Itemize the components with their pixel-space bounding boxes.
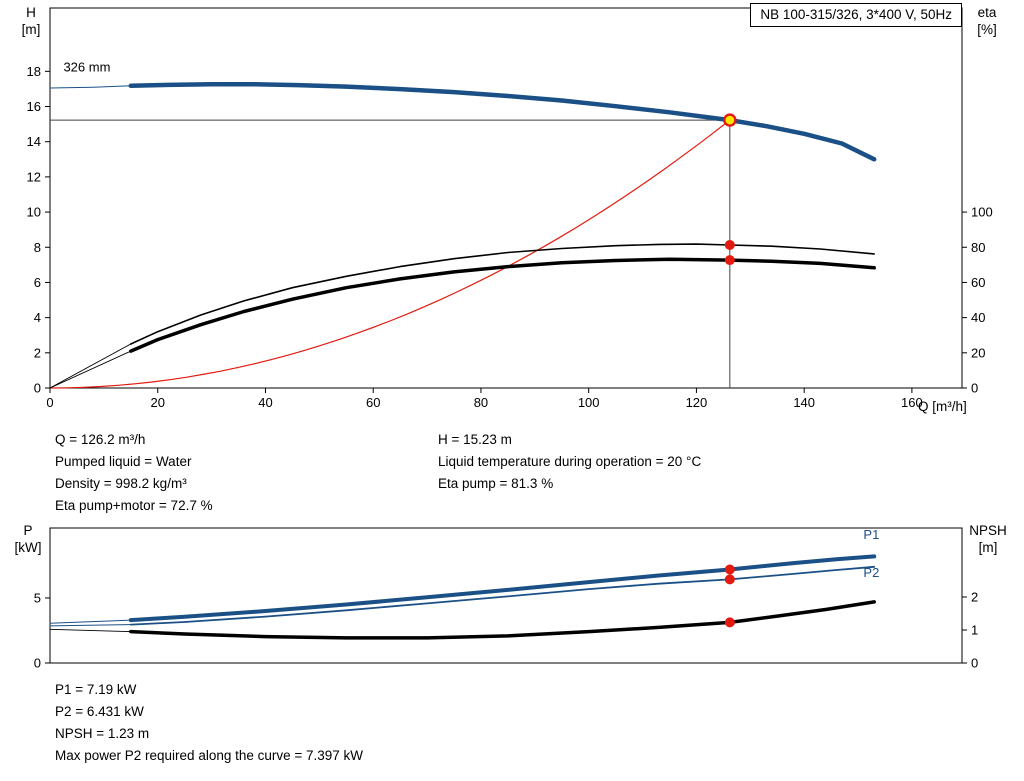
y-left-tick-label: 4 [34,310,41,325]
npsh-curve [129,600,876,640]
info-line-temperature: Liquid temperature during operation = 20… [438,454,702,469]
axis-name: H [26,5,36,20]
curve-label: P2 [863,565,879,580]
x-tick-label: 140 [793,395,815,410]
power-npsh-chart: 0 5 0 1 2 P1 P2 [34,527,978,671]
info-line-eta-pump-motor: Eta pump+motor = 72.7 % [55,498,213,513]
y-left-tick-label: 14 [27,134,41,149]
power-data-block: P1 = 7.19 kW P2 = 6.431 kW NPSH = 1.23 m… [55,679,363,767]
head-curve-leadin [49,85,132,89]
x-tick-label: 80 [474,395,488,410]
axis-unit: [%] [977,22,997,37]
axis-name: eta [977,5,997,20]
y-right-tick-label: 100 [971,205,993,220]
x-tick-label: 40 [258,395,272,410]
y-axis-title-npsh: NPSH [m] [962,522,1014,556]
y-left-tick-label: 0 [34,381,41,396]
y-right-tick-label: 0 [971,381,978,396]
operating-data-left: Q = 126.2 m³/h Pumped liquid = Water Den… [55,429,213,517]
x-tick-label: 0 [46,395,53,410]
y-axis-title-eta: eta [%] [966,4,1008,38]
y-left-tick-label: 5 [34,590,41,605]
y-left-tick-label: 6 [34,275,41,290]
x-tick-label: 100 [578,395,600,410]
y-right-tick-label: 0 [971,656,978,671]
info-line-liquid: Pumped liquid = Water [55,454,192,469]
info-line-density: Density = 998.2 kg/m³ [55,476,187,491]
x-tick-label: 160 [901,395,923,410]
axis-unit: [m] [21,22,41,37]
y-left-tick-label: 18 [27,64,41,79]
eta-pump-leadin [49,343,132,389]
eta-pump-motor-marker [724,255,735,266]
p2-marker [724,574,735,585]
info-line-flow: Q = 126.2 m³/h [55,432,146,447]
y-right-tick-label: 1 [971,622,978,637]
eta-pump-motor-curve [129,257,876,353]
y-left-tick-label: 8 [34,240,41,255]
pump-model-title: NB 100-315/326, 3*400 V, 50Hz [750,3,962,27]
p2-curve [129,565,876,626]
y-left-tick-label: 10 [27,205,41,220]
y-left-tick-label: 12 [27,169,41,184]
y-right-tick-label: 80 [971,240,985,255]
y-right-tick-label: 2 [971,589,978,604]
info-line-npsh: NPSH = 1.23 m [55,726,150,741]
eta-pump-marker [724,239,735,250]
duty-point-marker [723,113,737,127]
y-axis-title-power: P [kW] [8,522,48,556]
eta-pump-motor-leadin [49,350,132,389]
info-line-p1: P1 = 7.19 kW [55,682,137,697]
axis-name: NPSH [969,523,1007,538]
system-curve [49,119,731,389]
y-left-tick-label: 0 [34,656,41,671]
head-efficiency-chart: 0 20 40 60 80 100 120 140 160 0 2 4 6 8 10 12 14 16 18 0 20 4… [27,7,993,410]
plot-border [49,7,963,389]
x-tick-label: 60 [366,395,380,410]
y-left-tick-label: 2 [34,345,41,360]
npsh-leadin [49,628,132,633]
info-line-eta-pump: Eta pump = 81.3 % [438,476,554,491]
y-axis-title-head: H [m] [14,4,48,38]
info-line-p2: P2 = 6.431 kW [55,704,144,719]
eta-pump-curve [130,243,875,345]
curve-label: P1 [863,527,879,542]
npsh-marker [724,617,735,628]
x-tick-label: 120 [686,395,708,410]
operating-data-right: H = 15.23 m Liquid temperature during op… [438,429,701,495]
y-right-tick-label: 20 [971,345,985,360]
info-line-max-p2: Max power P2 required along the curve = … [55,748,364,763]
y-right-tick-label: 60 [971,275,985,290]
info-line-head: H = 15.23 m [438,432,512,447]
x-axis-title-flow: Q [m³/h] [918,399,967,414]
axis-name: P [23,523,33,538]
p1-marker [724,564,735,575]
x-tick-label: 20 [151,395,165,410]
y-right-tick-label: 40 [971,310,985,325]
axis-unit: [m] [978,540,998,555]
p1-curve [128,554,877,623]
curve-label: 326 mm [63,59,110,74]
plot-border [49,527,963,664]
y-left-tick-label: 16 [27,99,41,114]
p2-leadin [49,624,132,627]
p1-leadin [49,619,132,624]
axis-unit: [kW] [14,540,42,555]
head-curve-326mm [128,81,877,162]
